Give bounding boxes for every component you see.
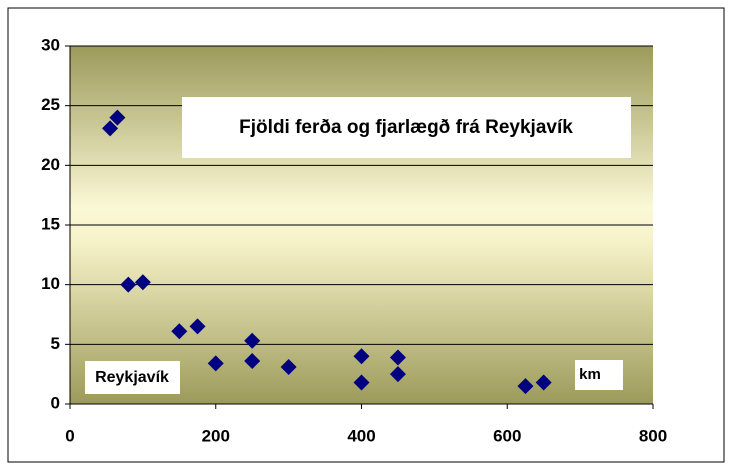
point: [134, 274, 151, 291]
chart-title: Fjöldi ferða og fjarlægð frá Reykjavík: [239, 117, 573, 138]
point: [353, 348, 370, 365]
y-tick-label: 25: [41, 95, 60, 114]
annotation-box: [575, 360, 623, 390]
annotation-box: [85, 361, 180, 394]
y-tick-label: 0: [51, 393, 60, 412]
y-tick-label: 20: [41, 155, 60, 174]
y-tick-label: 15: [41, 214, 60, 233]
point: [389, 366, 406, 383]
point: [171, 323, 188, 340]
point: [109, 109, 126, 126]
point: [244, 353, 261, 370]
point: [353, 374, 370, 391]
y-tick-label: 30: [41, 35, 60, 54]
x-tick-label: 0: [65, 426, 74, 445]
point: [120, 276, 137, 293]
point: [189, 318, 206, 335]
title-box: [182, 97, 631, 158]
y-tick-label: 5: [51, 334, 60, 353]
annotation: Reykjavík: [95, 369, 169, 386]
point: [244, 332, 261, 349]
annotation: km: [579, 366, 601, 383]
point: [102, 120, 119, 137]
x-tick-label: 400: [347, 426, 375, 445]
point: [535, 374, 552, 391]
x-tick-label: 200: [202, 426, 230, 445]
point: [517, 378, 534, 395]
point: [389, 349, 406, 366]
y-tick-label: 10: [41, 274, 60, 293]
x-tick-label: 600: [493, 426, 521, 445]
point: [280, 359, 297, 376]
x-tick-label: 800: [639, 426, 667, 445]
point: [207, 355, 224, 372]
